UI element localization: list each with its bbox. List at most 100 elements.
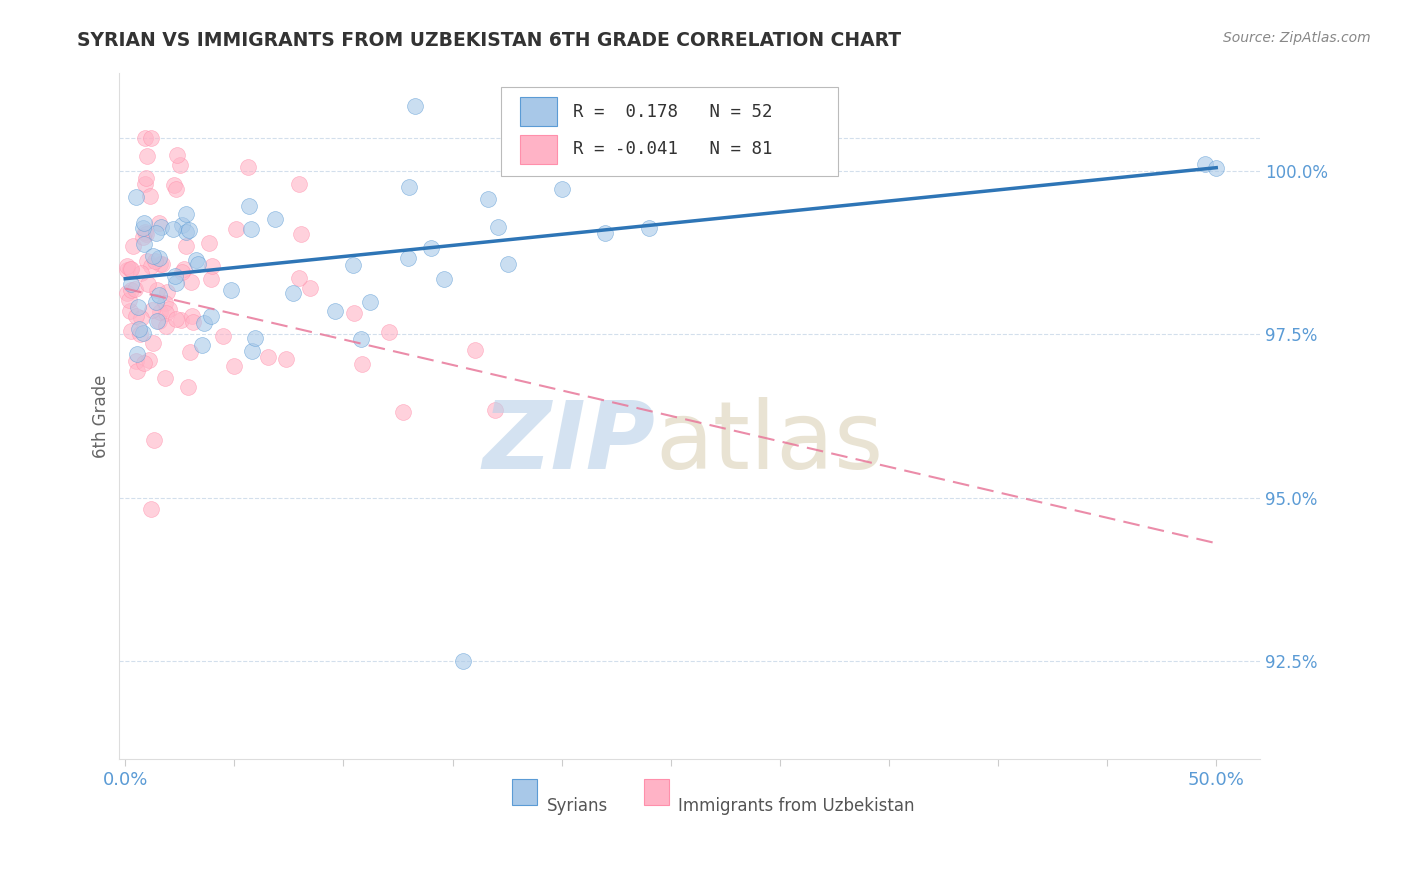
Point (187, 257, 209, 271)
Point (117, 260, 139, 274)
Point (323, 304, 346, 318)
Point (243, 331, 266, 345)
Point (181, 315, 204, 329)
Point (134, 178, 156, 192)
Point (496, 257, 519, 271)
Text: ZIP: ZIP (482, 397, 655, 490)
Point (433, 271, 456, 285)
Point (165, 312, 187, 326)
Bar (512, 780, 537, 805)
Point (163, 269, 186, 284)
Point (150, 256, 173, 270)
Point (1205, 161, 1227, 175)
Point (179, 223, 201, 237)
Point (125, 354, 148, 368)
Point (170, 313, 193, 327)
Point (240, 222, 263, 236)
Point (129, 311, 152, 326)
Point (125, 346, 148, 360)
Point (125, 364, 148, 378)
Point (120, 262, 142, 277)
Point (477, 192, 499, 206)
Point (120, 324, 142, 338)
Point (148, 305, 170, 319)
Point (350, 333, 373, 347)
Bar (520, 135, 557, 164)
Point (377, 325, 399, 339)
Point (392, 405, 415, 419)
Point (257, 350, 280, 364)
Text: Syrians: Syrians (547, 797, 607, 814)
Point (222, 359, 245, 373)
Point (135, 254, 157, 268)
Point (148, 314, 170, 328)
Point (174, 226, 197, 240)
Point (1194, 157, 1216, 171)
Point (172, 265, 194, 279)
Point (135, 227, 157, 241)
Point (135, 171, 157, 186)
Point (162, 178, 184, 193)
Point (281, 286, 304, 301)
Point (134, 131, 156, 145)
Point (139, 189, 162, 203)
Point (125, 309, 148, 323)
Point (593, 227, 616, 241)
Point (118, 293, 141, 307)
Point (419, 241, 441, 255)
Point (165, 182, 187, 196)
Point (179, 344, 201, 359)
Point (352, 357, 374, 371)
Point (198, 235, 221, 250)
Point (169, 158, 191, 172)
Point (120, 277, 142, 292)
Point (145, 294, 167, 309)
Point (117, 263, 139, 277)
Point (191, 338, 214, 352)
Point (464, 343, 486, 358)
Text: Source: ZipAtlas.com: Source: ZipAtlas.com (1223, 31, 1371, 45)
Point (201, 259, 224, 273)
FancyBboxPatch shape (501, 87, 838, 176)
Point (136, 277, 159, 291)
Point (396, 251, 419, 265)
Text: SYRIAN VS IMMIGRANTS FROM UZBEKISTAN 6TH GRADE CORRELATION CHART: SYRIAN VS IMMIGRANTS FROM UZBEKISTAN 6TH… (77, 31, 901, 50)
Point (162, 222, 184, 236)
Point (132, 230, 155, 244)
Point (118, 262, 141, 277)
Point (143, 254, 166, 268)
Point (139, 131, 162, 145)
Point (180, 275, 202, 289)
Point (139, 259, 162, 273)
Point (139, 502, 162, 516)
Point (127, 300, 149, 314)
Point (298, 281, 321, 295)
Bar (644, 780, 669, 805)
Point (342, 258, 364, 272)
Text: Immigrants from Uzbekistan: Immigrants from Uzbekistan (678, 797, 914, 814)
Point (180, 310, 202, 324)
Bar (520, 96, 557, 127)
Point (219, 283, 242, 297)
Text: R = -0.041   N = 81: R = -0.041 N = 81 (572, 140, 772, 159)
Point (238, 199, 260, 213)
Point (125, 189, 148, 203)
Point (165, 277, 187, 291)
Point (453, 654, 475, 668)
Point (132, 236, 155, 251)
Point (236, 161, 259, 175)
Point (153, 296, 176, 310)
Point (138, 353, 160, 368)
Point (120, 283, 142, 297)
Point (398, 179, 420, 194)
Point (170, 219, 193, 233)
Point (264, 212, 287, 227)
Point (359, 295, 381, 310)
Point (124, 282, 146, 296)
Point (287, 177, 309, 191)
Point (343, 306, 366, 320)
Point (240, 343, 263, 358)
Point (166, 147, 188, 161)
Point (149, 257, 172, 271)
Point (132, 326, 155, 341)
